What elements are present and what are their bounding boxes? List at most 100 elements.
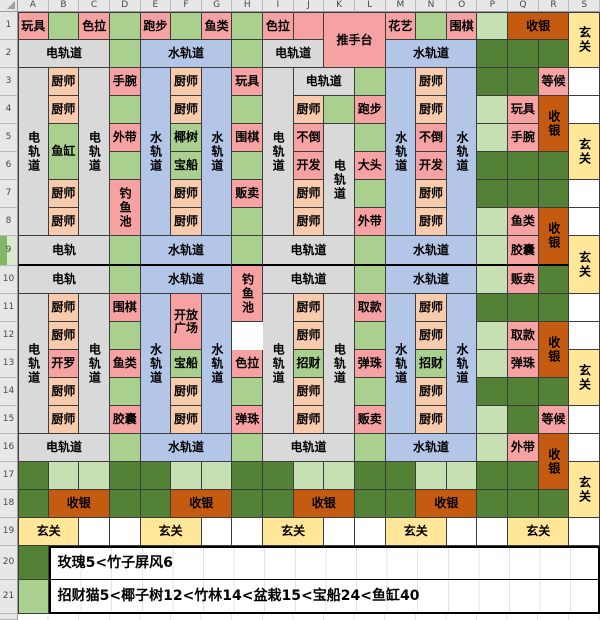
cell-S3[interactable] [569,68,600,96]
cell-M17[interactable] [385,462,417,490]
row-header-3[interactable]: 3 [0,68,18,96]
cell-H16[interactable] [232,434,264,462]
cell-F8[interactable]: 厨师 [171,208,202,236]
cell-Q1[interactable]: 收银 [508,12,570,40]
cell-A17[interactable] [18,462,49,490]
cell-B3[interactable]: 厨师 [48,68,80,96]
cell-A20[interactable] [18,546,49,580]
col-header-I[interactable]: I [263,0,294,12]
cell-R12[interactable]: 收银 [538,322,570,378]
cell-F3[interactable]: 厨师 [171,68,202,96]
cell-H18[interactable] [232,490,264,518]
cell-I10[interactable]: 电轨道 [263,266,355,294]
cell-K4[interactable] [324,96,355,124]
cell-E2[interactable]: 水轨道 [140,40,233,68]
cell-D18[interactable] [109,490,141,518]
col-header-R[interactable]: R [538,0,570,12]
cell-N8[interactable]: 厨师 [416,208,447,236]
cell-J14[interactable]: 厨师 [293,378,325,406]
cell-R3[interactable]: 等候 [538,68,570,96]
cell-R2[interactable] [538,40,570,68]
cell-N6[interactable]: 开发 [416,152,447,180]
cell-S15[interactable] [569,406,600,434]
cell-H13[interactable]: 色拉 [232,350,264,378]
cell-L3[interactable] [354,68,386,96]
cell-F11[interactable]: 开放广场 [171,294,202,350]
col-header-K[interactable]: K [324,0,355,12]
cell-Q5[interactable]: 手腕 [508,124,539,152]
cell-A11[interactable]: 电轨道 [18,294,49,434]
row-header-17[interactable]: 17 [0,462,18,490]
cell-B20[interactable]: 玫瑰5<竹子屏风6 [48,546,600,580]
cell-Q7[interactable] [508,180,539,208]
cell-M11[interactable]: 水轨道 [385,294,417,434]
cell-E11[interactable]: 水轨道 [140,294,172,434]
cell-K1[interactable]: 推手台 [324,12,386,68]
cell-I3[interactable]: 电轨道 [263,68,294,236]
cell-D17[interactable] [109,462,141,490]
cell-Q6[interactable] [508,152,539,180]
cell-N15[interactable]: 厨师 [416,406,447,434]
cell-I16[interactable]: 电轨道 [263,434,355,462]
cell-S1[interactable]: 玄关 [569,12,600,68]
cell-P11[interactable] [477,294,509,322]
cell-D13[interactable]: 鱼类 [109,350,141,378]
cell-L12[interactable] [354,322,386,350]
cell-M9[interactable]: 水轨道 [385,236,478,266]
row-header-2[interactable]: 2 [0,40,18,68]
cell-C19[interactable] [79,518,110,546]
cell-L10[interactable] [354,266,386,294]
cell-D16[interactable] [109,434,141,462]
cell-B14[interactable]: 厨师 [48,378,80,406]
cell-P5[interactable] [477,124,509,152]
cell-C1[interactable]: 色拉 [79,12,110,40]
cell-L16[interactable] [354,434,386,462]
col-header-F[interactable]: F [171,0,202,12]
cell-J5[interactable]: 不倒 [293,124,325,152]
cell-L4[interactable]: 跑步 [354,96,386,124]
cell-L8[interactable]: 外带 [354,208,386,236]
cell-N12[interactable]: 厨师 [416,322,447,350]
cell-L19[interactable] [354,518,386,546]
col-header-S[interactable]: S [569,0,600,12]
cell-A2[interactable]: 电轨道 [18,40,110,68]
cell-R4[interactable]: 收银 [538,96,570,152]
col-header-J[interactable]: J [293,0,325,12]
cell-J13[interactable]: 招财 [293,350,325,378]
cell-N11[interactable]: 厨师 [416,294,447,322]
cell-E3[interactable]: 水轨道 [140,68,172,236]
cell-H5[interactable]: 围棋 [232,124,264,152]
cell-H15[interactable]: 弹珠 [232,406,264,434]
cell-P12[interactable] [477,322,509,350]
cell-B12[interactable]: 厨师 [48,322,80,350]
cell-Q14[interactable] [508,378,539,406]
cell-I17[interactable] [263,462,294,490]
row-header-7[interactable]: 7 [0,180,18,208]
cell-R8[interactable]: 收银 [538,208,570,266]
cell-Q3[interactable] [508,68,539,96]
cell-N1[interactable] [416,12,447,40]
cell-P13[interactable] [477,350,509,378]
cell-S11[interactable] [569,294,600,322]
cell-D15[interactable]: 胶囊 [109,406,141,434]
cell-Q4[interactable]: 玩具 [508,96,539,124]
cell-J3[interactable]: 电轨道 [293,68,355,96]
cell-S9[interactable]: 玄关 [569,236,600,294]
cell-M3[interactable]: 水轨道 [385,68,417,236]
cell-L17[interactable] [354,462,386,490]
cell-Q2[interactable] [508,40,539,68]
cell-I1[interactable]: 色拉 [263,12,294,40]
cell-H4[interactable] [232,96,264,124]
cell-A1[interactable]: 玩具 [18,12,49,40]
cell-P16[interactable] [477,434,509,462]
cell-E17[interactable] [140,462,172,490]
cell-H14[interactable] [232,378,264,406]
cell-A18[interactable] [18,490,49,518]
cell-J18[interactable]: 收银 [293,490,355,518]
cell-J4[interactable]: 厨师 [293,96,325,124]
cell-F7[interactable]: 厨师 [171,180,202,208]
cell-R15[interactable]: 等候 [538,406,570,434]
cell-M18[interactable] [385,490,417,518]
cell-G1[interactable]: 鱼类 [201,12,233,40]
cell-P1[interactable] [477,12,509,40]
